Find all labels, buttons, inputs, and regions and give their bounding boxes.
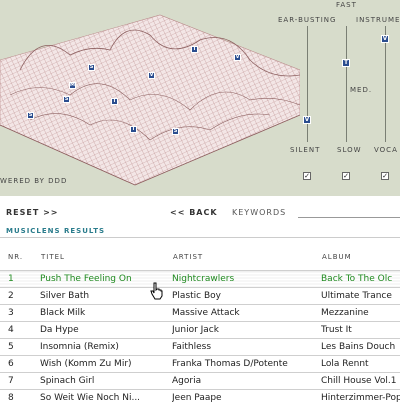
row-artist[interactable]: Faithless: [172, 339, 321, 356]
vocal-slider-knob[interactable]: V: [381, 35, 389, 43]
row-album[interactable]: Back To The Olc: [321, 271, 400, 288]
vocal-checkbox[interactable]: ✓: [381, 172, 389, 180]
vocal-slider-track[interactable]: [385, 26, 386, 142]
column-header-album[interactable]: ALBUM: [321, 252, 400, 271]
mood-slider-track[interactable]: [307, 26, 308, 142]
column-header-title[interactable]: TITEL: [40, 252, 172, 271]
slider-label-med: MED.: [350, 86, 372, 94]
slider-label-silent: SILENT: [290, 146, 320, 154]
row-artist[interactable]: Plastic Boy: [172, 288, 321, 305]
terrain-mesh[interactable]: [0, 0, 300, 190]
slider-label-instrumental: INSTRUME: [356, 16, 400, 24]
map-tag[interactable]: T: [130, 126, 137, 133]
column-header-nr[interactable]: NR.: [0, 252, 40, 271]
mood-checkbox[interactable]: ✓: [303, 172, 311, 180]
row-album[interactable]: Ultimate Trance: [321, 288, 400, 305]
map-tag[interactable]: T: [191, 46, 198, 53]
row-number: 3: [0, 305, 40, 322]
row-title[interactable]: Spinach Girl: [40, 373, 172, 390]
keywords-input[interactable]: [298, 217, 400, 218]
row-album[interactable]: Chill House Vol.1: [321, 373, 400, 390]
row-artist[interactable]: Franka Thomas D/Potente: [172, 356, 321, 373]
mood-slider-knob[interactable]: V: [303, 116, 311, 124]
back-button[interactable]: << BACK: [170, 208, 218, 217]
row-album[interactable]: Les Bains Douch: [321, 339, 400, 356]
row-number: 2: [0, 288, 40, 305]
map-tag[interactable]: S: [172, 128, 179, 135]
tempo-slider-knob[interactable]: T: [342, 59, 350, 67]
map-tag[interactable]: V: [148, 72, 155, 79]
row-number: 5: [0, 339, 40, 356]
hand-cursor-icon: [150, 282, 164, 300]
row-album[interactable]: Lola Rennt: [321, 356, 400, 373]
map-tag[interactable]: V: [234, 54, 241, 61]
row-title[interactable]: Insomnia (Remix): [40, 339, 172, 356]
row-album[interactable]: Hinterzimmer-Pop: [321, 390, 400, 406]
row-number: 8: [0, 390, 40, 406]
row-title[interactable]: Black Milk: [40, 305, 172, 322]
row-number: 4: [0, 322, 40, 339]
row-artist[interactable]: Junior Jack: [172, 322, 321, 339]
row-album[interactable]: Trust It: [321, 322, 400, 339]
tempo-checkbox[interactable]: ✓: [342, 172, 350, 180]
row-number: 6: [0, 356, 40, 373]
row-title[interactable]: Da Hype: [40, 322, 172, 339]
music-landscape-panel: T V S V M T S T S S WERED BY DDD FAST EA…: [0, 0, 400, 196]
map-tag[interactable]: M: [69, 82, 76, 89]
slider-header-label: FAST: [336, 1, 357, 9]
map-tag[interactable]: T: [111, 98, 118, 105]
keywords-label: KEYWORDS: [232, 208, 286, 217]
divider: [0, 237, 400, 238]
slider-label-slow: SLOW: [337, 146, 362, 154]
map-tag[interactable]: S: [27, 112, 34, 119]
row-artist[interactable]: Massive Attack: [172, 305, 321, 322]
row-artist[interactable]: Jeen Paape: [172, 390, 321, 406]
row-title[interactable]: Wish (Komm Zu Mir): [40, 356, 172, 373]
map-tag[interactable]: S: [88, 64, 95, 71]
row-artist[interactable]: Agoria: [172, 373, 321, 390]
row-title[interactable]: So Weit Wie Noch Ni...: [40, 390, 172, 406]
slider-label-ear-busting: EAR-BUSTING: [278, 16, 336, 24]
map-tag[interactable]: S: [63, 96, 70, 103]
slider-label-vocal: VOCA: [374, 146, 398, 154]
tempo-slider-track[interactable]: [346, 26, 347, 142]
results-title: MUSICLENS RESULTS: [6, 227, 105, 235]
reset-button[interactable]: RESET >>: [6, 208, 59, 217]
row-album[interactable]: Mezzanine: [321, 305, 400, 322]
table-header-row: NR. TITEL ARTIST ALBUM: [0, 252, 400, 271]
credit-text: WERED BY DDD: [0, 177, 67, 185]
column-header-artist[interactable]: ARTIST: [172, 252, 321, 271]
row-number: 1: [0, 271, 40, 288]
row-artist[interactable]: Nightcrawlers: [172, 271, 321, 288]
row-number: 7: [0, 373, 40, 390]
